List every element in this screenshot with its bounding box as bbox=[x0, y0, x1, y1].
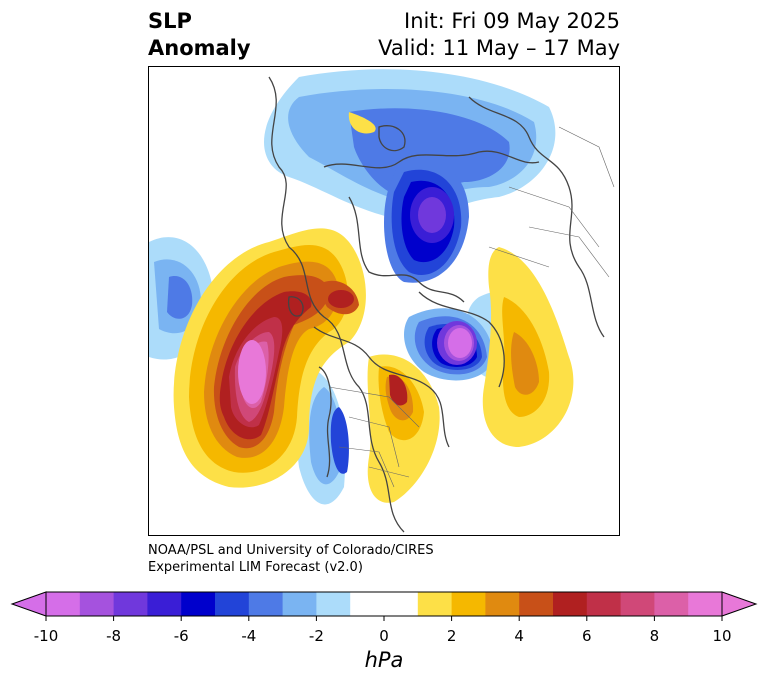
colorbar-tick-label: -4 bbox=[241, 627, 257, 645]
colorbar-segment bbox=[485, 592, 520, 616]
negative-anomaly-center bbox=[410, 187, 477, 365]
colorbar-segment bbox=[519, 592, 554, 616]
colorbar-segment bbox=[586, 592, 622, 616]
init-date: Init: Fri 09 May 2025 bbox=[404, 9, 620, 33]
colorbar-segment bbox=[620, 592, 655, 616]
colorbar-segment bbox=[79, 592, 115, 616]
colorbar-segment bbox=[316, 592, 351, 616]
colorbar-tick-label: 2 bbox=[446, 627, 457, 645]
borders bbox=[328, 126, 615, 488]
colorbar-segment bbox=[147, 592, 182, 616]
colorbar bbox=[10, 591, 758, 621]
positive-anomaly-red bbox=[213, 275, 408, 449]
colorbar-tick-label: -6 bbox=[173, 627, 189, 645]
title-anomaly: Anomaly bbox=[148, 36, 251, 60]
colorbar-tick-label: 8 bbox=[649, 627, 660, 645]
colorbar-segment bbox=[417, 592, 453, 616]
colorbar-segment bbox=[248, 592, 284, 616]
colorbar-segment bbox=[688, 592, 723, 616]
colorbar-tick-label: -10 bbox=[33, 627, 59, 645]
title-slp: SLP bbox=[148, 9, 192, 33]
colorbar-segment bbox=[350, 592, 385, 616]
colorbar-extend-low bbox=[10, 591, 47, 617]
colorbar-tick-label: 4 bbox=[514, 627, 524, 645]
colorbar-tick-label: -2 bbox=[308, 627, 324, 645]
credit: NOAA/PSL and University of Colorado/CIRE… bbox=[148, 542, 434, 576]
colorbar-segment bbox=[654, 592, 689, 616]
colorbar-segment bbox=[384, 592, 419, 616]
colorbar-tick-label: 10 bbox=[712, 627, 732, 645]
colorbar-extend-high bbox=[721, 591, 758, 617]
colorbar-segment bbox=[553, 592, 588, 616]
colorbar-tick-label: 0 bbox=[379, 627, 389, 645]
colorbar-tick-label: 6 bbox=[582, 627, 592, 645]
anomaly-map bbox=[148, 66, 620, 536]
coastlines bbox=[268, 76, 605, 533]
colorbar-segment bbox=[215, 592, 250, 616]
colorbar-segment bbox=[282, 592, 317, 616]
colorbar-segment bbox=[451, 592, 486, 616]
colorbar-segment bbox=[113, 592, 148, 616]
valid-range: Valid: 11 May – 17 May bbox=[378, 36, 620, 60]
colorbar-segment bbox=[181, 592, 216, 616]
credit-line1: NOAA/PSL and University of Colorado/CIRE… bbox=[148, 543, 434, 558]
colorbar-tick-label: -8 bbox=[106, 627, 122, 645]
colorbar-unit: hPa bbox=[364, 648, 404, 672]
credit-line2: Experimental LIM Forecast (v2.0) bbox=[148, 560, 363, 575]
map-svg bbox=[149, 69, 615, 533]
title-left: SLP Anomaly bbox=[148, 8, 251, 62]
title-right: Init: Fri 09 May 2025 Valid: 11 May – 17… bbox=[378, 8, 620, 62]
colorbar-segment bbox=[46, 592, 81, 616]
